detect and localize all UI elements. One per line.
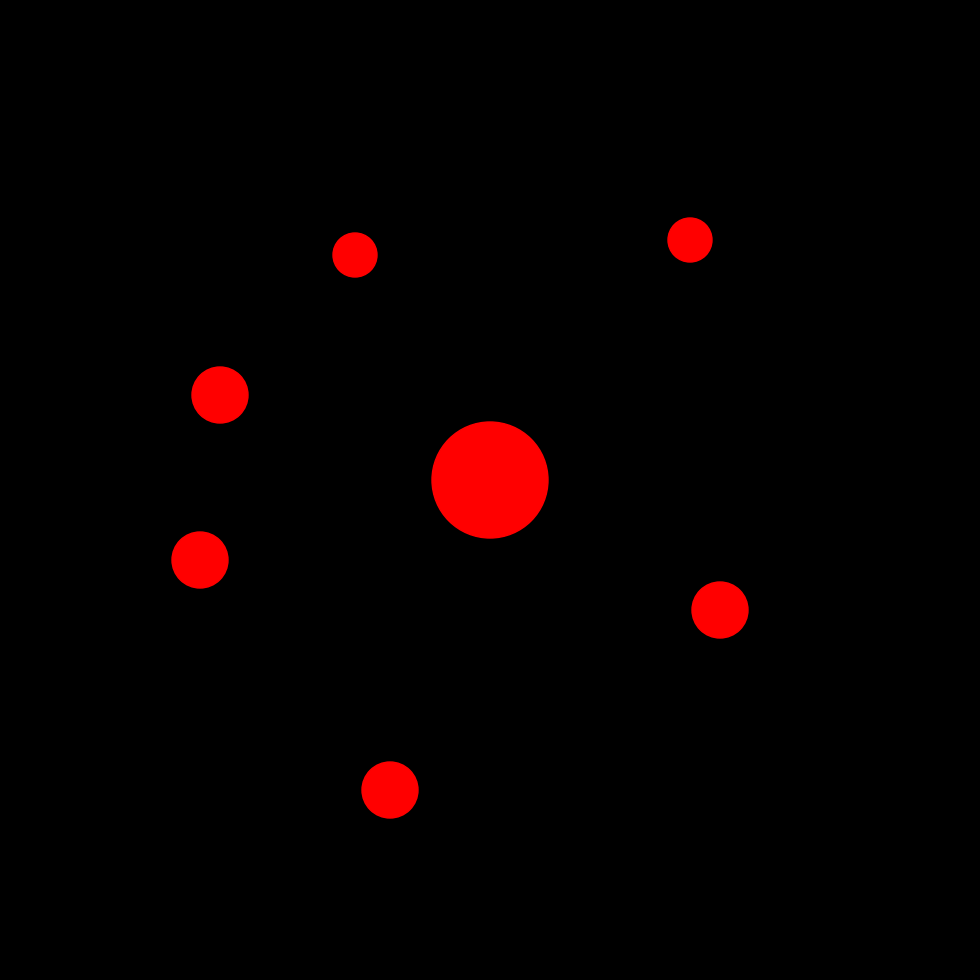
Circle shape <box>333 233 377 277</box>
Circle shape <box>172 532 228 588</box>
Circle shape <box>192 367 248 423</box>
Circle shape <box>692 582 748 638</box>
Circle shape <box>362 762 418 818</box>
Circle shape <box>432 422 548 538</box>
Circle shape <box>668 218 712 262</box>
